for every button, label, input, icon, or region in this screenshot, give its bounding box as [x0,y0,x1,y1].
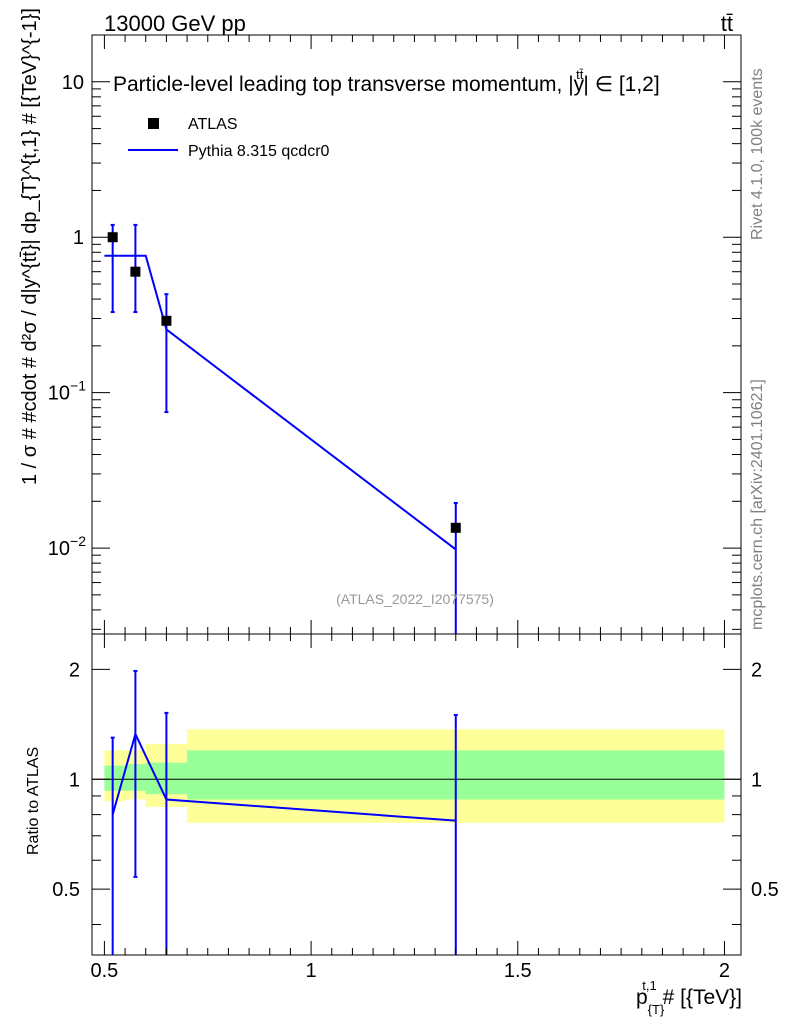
energy-label: 13000 GeV pp [104,11,246,36]
ratio-y-tick-label-left: 1 [69,769,80,791]
title-y: y [574,73,585,96]
ratio-y-axis: 2 2 1 1 0.5 0.5 [52,659,779,926]
atlas-series [107,232,461,533]
ratio-pythia-line [111,731,456,822]
x-tick-label: 0.5 [90,960,118,982]
ratio-uncertainty-bands [104,729,725,823]
x-axis-label-tail: # [{TeV}] [657,986,742,1009]
ratio-pythia-series [110,669,458,955]
analysis-watermark: (ATLAS_2022_I2077575) [336,591,494,607]
main-y-tick-label: 10−2 [48,533,86,560]
atlas-data-point [130,266,141,277]
atlas-data-point [107,232,118,243]
ratio-x-axis: 0.5 1 1.5 2 [90,634,730,982]
process-label: tt̄ [721,11,733,36]
legend-pythia-label: Pythia 8.315 qcdcr0 [188,143,330,160]
ratio-y-axis-label: Ratio to ATLAS [25,747,42,855]
main-y-axis: 10 1 10−1 10−2 [48,34,741,630]
rivet-version-label: Rivet 4.1.0, 100k events [749,68,766,240]
legend-atlas-marker [148,118,159,129]
legend-atlas-label: ATLAS [188,116,238,133]
x-axis-label-sup: t,1 [642,978,656,993]
main-y-tick-label: 1 [73,227,84,249]
main-panel: 10 1 10−1 10−2 Particle-level leading top t… [19,8,742,635]
ratio-y-tick-label-left: 2 [69,659,80,681]
main-y-axis-label: 1 / σ # #cdot # d²σ / d|y^{tt̄}| dp_{T}^… [19,8,41,485]
ratio-frame [91,633,742,956]
title-sup: tt̄ [576,67,584,82]
pythia-series [104,223,458,634]
main-x-axis-ticks [103,35,725,634]
main-y-tick-label: 10−1 [48,378,86,405]
ratio-y-tick-label-right: 0.5 [751,879,779,901]
chart-title: Particle-level leading top transverse mo… [113,67,660,96]
source-label: mcplots.cern.ch [arXiv:2401.10621] [749,379,766,630]
x-tick-label: 2 [719,960,730,982]
x-tick-label: 1.5 [504,960,532,982]
pythia-line [104,254,457,551]
ratio-y-tick-label-right: 2 [751,659,762,681]
x-axis-label: p{T}t,1 # [{TeV}] [636,978,742,1017]
atlas-data-point [450,522,461,533]
ratio-y-tick-label-right: 1 [751,769,762,791]
ratio-y-tick-label-left: 0.5 [52,879,80,901]
ratio-panel: 2 2 1 1 0.5 0.5 0.5 1 1.5 2 Ratio to ATLAS [25,633,779,982]
atlas-data-point [161,315,172,326]
x-tick-label: 1 [306,960,317,982]
ratio-green-band [104,765,126,791]
main-y-tick-label: 10 [62,72,84,94]
x-axis-label-sub: {T} [648,1002,665,1017]
title-tail: | ∈ [1,2] [583,73,659,96]
